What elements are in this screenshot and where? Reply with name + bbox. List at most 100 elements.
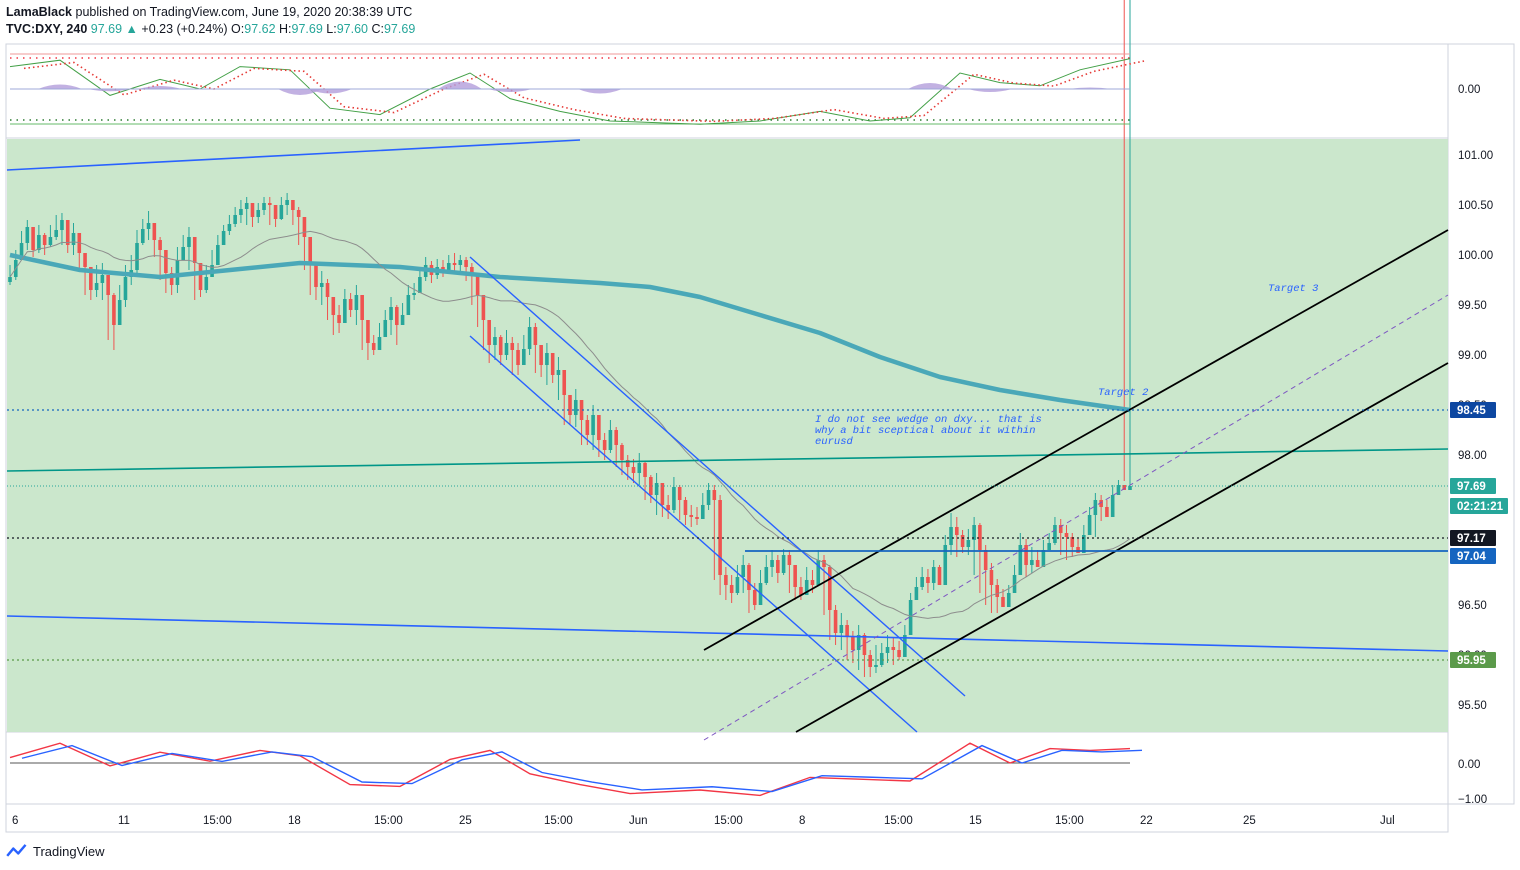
candle-body xyxy=(695,517,699,519)
open-value: 97.62 xyxy=(244,22,276,36)
candle-body xyxy=(89,267,93,290)
stochastic-panel[interactable] xyxy=(5,731,1449,805)
candle-body xyxy=(787,555,792,565)
candle-body xyxy=(117,300,122,325)
price-axis[interactable] xyxy=(1447,43,1515,805)
candle-body xyxy=(747,565,751,590)
candle-body xyxy=(291,200,295,210)
stoch-k-line xyxy=(21,744,1143,793)
candle-body xyxy=(227,224,232,231)
candle-body xyxy=(533,327,538,345)
candle-body xyxy=(995,585,1000,597)
candle-body xyxy=(83,253,87,267)
candle-body xyxy=(470,267,474,275)
candle-body xyxy=(903,635,907,657)
footer-brand: TradingView xyxy=(33,843,105,859)
open-label: O: xyxy=(231,22,245,36)
comment-line-1[interactable]: I do not see wedge on dxy... that is xyxy=(815,414,1042,426)
stoch-zero-tick: 0.00 xyxy=(1458,759,1480,771)
candle-body xyxy=(943,545,948,585)
candle-body xyxy=(314,263,318,287)
candle-body xyxy=(1058,525,1063,533)
ohlc-legend: TVC:DXY, 240 97.69 ▲ +0.23 (+0.24%) O:97… xyxy=(6,22,415,36)
candle-body xyxy=(960,535,965,547)
top-panel-zero-tick: 0.00 xyxy=(1458,84,1480,96)
candle-body xyxy=(302,217,307,237)
candle-body xyxy=(724,575,728,585)
published-text: published on TradingView.com, June 19, 2… xyxy=(75,5,413,19)
candle-body xyxy=(406,295,411,315)
candle-body xyxy=(1099,500,1103,507)
candle-body xyxy=(71,233,76,245)
candle-body xyxy=(31,227,35,250)
time-tick-label: 6 xyxy=(12,815,18,827)
candle-body xyxy=(879,653,884,665)
author-name[interactable]: LamaBlack xyxy=(6,5,73,19)
time-tick-label: 15:00 xyxy=(203,815,232,827)
up-channel-lower xyxy=(795,362,1449,733)
candle-body xyxy=(244,203,249,209)
top-histogram-hump xyxy=(138,86,182,89)
candle-body xyxy=(135,243,139,270)
symbol-label[interactable]: TVC:DXY, 240 xyxy=(6,22,88,36)
candle-body xyxy=(978,525,982,550)
candle-body xyxy=(1064,533,1069,537)
candle-body xyxy=(441,267,445,270)
candle-body xyxy=(827,567,832,610)
candle-body xyxy=(112,295,116,325)
candle-body xyxy=(1024,545,1028,565)
candle-body xyxy=(770,560,774,567)
candle-body xyxy=(597,415,601,440)
candle-body xyxy=(60,220,64,230)
candle-body xyxy=(804,580,809,595)
top-oscillator-line xyxy=(9,58,1131,125)
candle-body xyxy=(65,220,70,245)
candle-body xyxy=(337,315,341,323)
up-channel-mid xyxy=(703,294,1449,741)
close-value: 97.69 xyxy=(383,22,416,36)
candle-body xyxy=(123,277,128,300)
low-label: L: xyxy=(326,22,337,36)
time-tick-label: 15:00 xyxy=(544,815,573,827)
candle-body xyxy=(926,577,930,583)
candle-body xyxy=(146,223,151,229)
candle-body xyxy=(718,500,722,575)
candle-body xyxy=(776,560,780,573)
top-signal-dots xyxy=(23,60,1145,123)
top-histogram-hump xyxy=(968,89,1012,92)
comment-line-3[interactable]: eurusd xyxy=(815,436,854,448)
candle-body xyxy=(810,580,815,585)
candle-body xyxy=(325,283,330,297)
candle-body xyxy=(550,353,555,375)
target-3-label[interactable]: Target 3 xyxy=(1268,283,1318,295)
candle-body xyxy=(735,577,740,593)
candle-body xyxy=(400,315,405,325)
time-axis[interactable] xyxy=(5,803,1449,833)
candle-body xyxy=(845,625,849,637)
time-tick-label: 8 xyxy=(799,815,805,827)
candle-body xyxy=(608,430,613,450)
last-price: 97.69 xyxy=(90,22,123,36)
candle-body xyxy=(452,263,457,265)
price-tag xyxy=(1450,548,1496,564)
time-tick-label: 15:00 xyxy=(374,815,403,827)
candle-body xyxy=(181,247,185,260)
candle-body xyxy=(389,307,393,320)
candle-body xyxy=(239,209,243,215)
price-tick-label: 100.50 xyxy=(1458,200,1493,212)
close-label: C: xyxy=(371,22,384,36)
comment-line-2[interactable]: why a bit sceptical about it within xyxy=(815,425,1036,437)
price-tick-label: 99.50 xyxy=(1458,300,1487,312)
target-2-label[interactable]: Target 2 xyxy=(1098,387,1148,399)
price-tag-label: 97.04 xyxy=(1457,551,1486,563)
tradingview-logo[interactable]: TradingView xyxy=(6,842,105,860)
candle-body xyxy=(712,490,717,500)
candle-body xyxy=(781,555,786,573)
time-tick-label: Jun xyxy=(629,815,648,827)
candle-body xyxy=(516,350,520,365)
candle-body xyxy=(256,210,261,217)
candle-body xyxy=(527,327,532,349)
price-tag xyxy=(1450,530,1496,546)
candle-body xyxy=(504,343,509,355)
